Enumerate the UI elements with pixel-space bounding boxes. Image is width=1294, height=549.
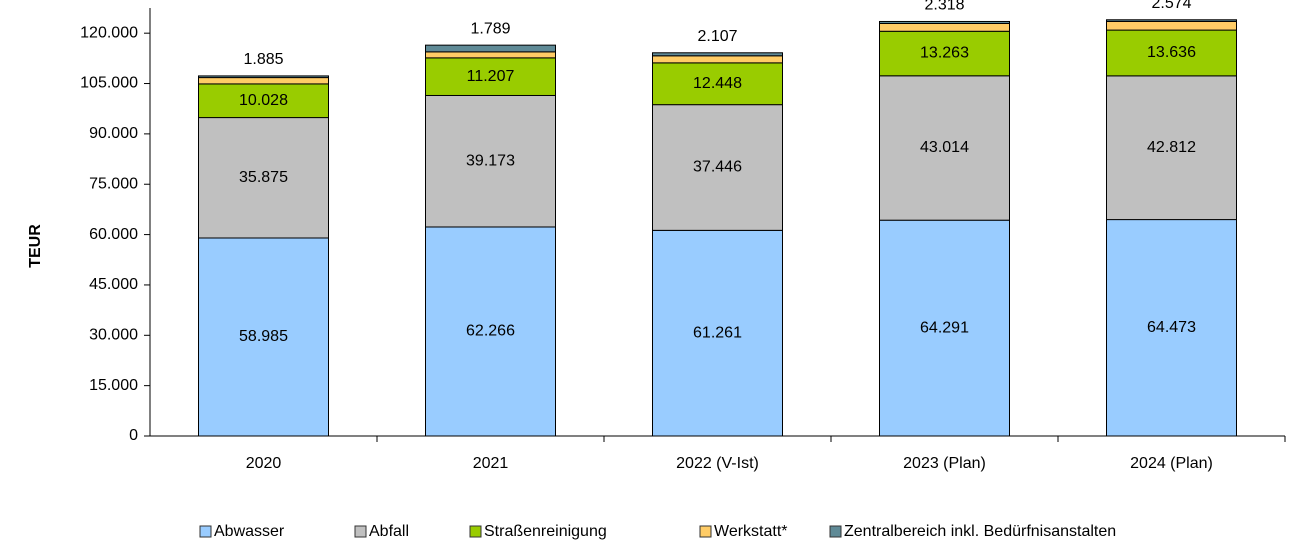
y-tick-label: 60.000 [89,226,138,243]
bar-segment [425,94,556,228]
data-label: 11.207 [467,68,515,85]
legend-label: Abwasser [214,523,285,540]
data-label: 10.028 [239,92,288,109]
bar-segment [425,44,556,53]
bar-segment [198,75,329,79]
bar-segment [879,22,1010,32]
x-tick-label: 2024 (Plan) [1130,455,1213,472]
legend-swatch [354,525,367,538]
data-label: 62.266 [466,323,515,340]
bar-segment [879,20,1010,24]
data-label: 58.985 [239,328,288,345]
bar-segment [198,83,329,119]
bar-segment [425,51,556,59]
x-tick-label: 2020 [246,455,282,472]
legend-swatch [699,525,712,538]
bar-segment [652,229,783,437]
legend-swatch [469,525,482,538]
bar-segment [198,117,329,239]
data-label: 39.173 [466,152,515,169]
legend-swatch [199,525,212,538]
data-label: 13.263 [920,45,969,62]
x-tick-label: 2021 [473,455,509,472]
data-label: 64.473 [1147,319,1196,336]
y-tick-label: 30.000 [89,327,138,344]
data-label: 64.291 [920,319,969,336]
legend-swatch [829,525,842,538]
data-label: 2.574 [1151,0,1191,12]
bar-segment [879,219,1010,437]
legend-label: Straßenreinigung [484,523,607,540]
bar-segment [1106,75,1237,221]
data-label: 2.107 [697,28,737,45]
y-axis-label: TEUR [27,224,44,268]
x-tick-label: 2023 (Plan) [903,455,986,472]
y-tick-label: 45.000 [89,276,138,293]
bar-segment [1106,20,1237,31]
data-label: 2.318 [924,0,964,14]
data-label: 35.875 [239,169,288,186]
bar-segment [879,30,1010,77]
bar-segment [652,55,783,64]
bar-segment [1106,19,1237,22]
bar-segment [652,52,783,57]
bar-segment [198,77,329,85]
data-label: 37.446 [693,159,742,176]
data-label: 12.448 [693,75,742,92]
y-tick-label: 120.000 [80,24,138,41]
y-tick-label: 90.000 [89,125,138,142]
data-label: 1.885 [243,51,283,68]
y-tick-label: 75.000 [89,175,138,192]
data-label: 43.014 [920,139,969,156]
y-tick-label: 0 [129,427,138,444]
data-label: 61.261 [693,324,742,341]
bar-segment [425,226,556,437]
bar-segment [652,104,783,231]
y-tick-label: 105.000 [80,75,138,92]
data-label: 1.789 [470,20,510,37]
legend-label: Abfall [369,523,409,540]
bar-segment [1106,29,1237,77]
legend-label: Werkstatt* [714,523,788,540]
legend-label: Zentralbereich inkl. Bedürfnisanstalten [844,523,1116,540]
y-tick-label: 15.000 [89,377,138,394]
x-tick-label: 2022 (V-Ist) [676,455,759,472]
data-label: 42.812 [1147,139,1196,156]
data-label: 13.636 [1147,44,1196,61]
